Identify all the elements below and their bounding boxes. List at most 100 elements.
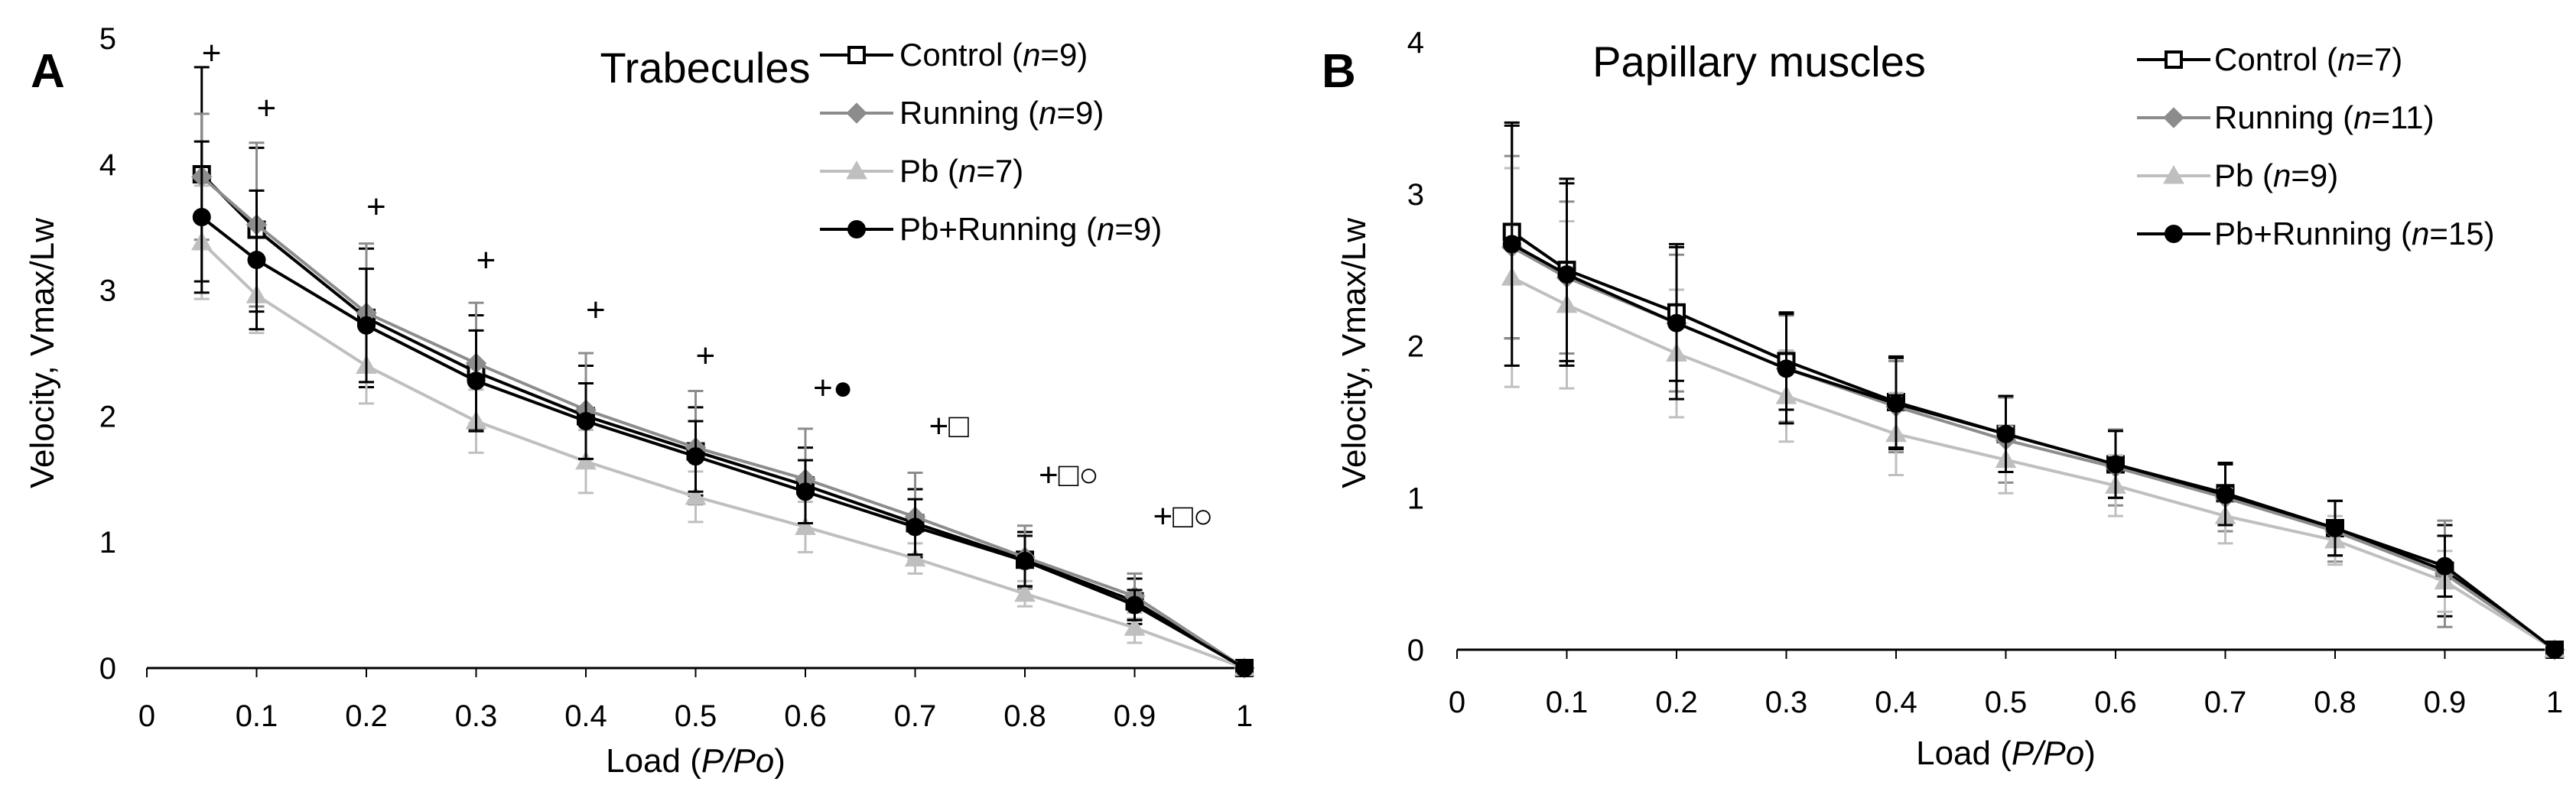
data-point — [2216, 485, 2235, 504]
series-pb-running — [1502, 121, 2564, 659]
legend-n-symbol: n — [1039, 95, 1056, 131]
data-point — [1124, 617, 1146, 636]
data-point — [1014, 582, 1036, 602]
data-point — [796, 482, 815, 501]
data-point — [577, 411, 595, 430]
data-point — [904, 547, 926, 567]
series-line — [200, 173, 1246, 670]
legend-n-value: =9) — [2291, 157, 2338, 193]
legend-item-pb: Pb (n=9) — [2137, 157, 2338, 193]
x-tick-label: 1 — [2546, 686, 2563, 719]
x-tick-label: 0.6 — [784, 699, 827, 733]
legend-n-symbol: n — [2353, 99, 2371, 135]
x-tick-label: 0.4 — [564, 699, 607, 733]
x-tick-label: 0.5 — [675, 699, 717, 733]
legend-series-name: Pb+Running ( — [2214, 216, 2412, 251]
legend-series-name: Pb ( — [2214, 157, 2273, 193]
legend-marker — [847, 220, 866, 238]
legend: Control (n=7)Running (n=11)Pb (n=9)Pb+Ru… — [2137, 41, 2495, 251]
legend-series-name: Control ( — [899, 37, 1023, 73]
legend-n-value: =7) — [976, 153, 1023, 189]
panel-label: A — [31, 45, 65, 98]
legend-n-value: =9) — [1056, 95, 1104, 131]
legend-marker — [2165, 225, 2183, 243]
series-pb — [190, 184, 1255, 676]
significance-marker: + — [202, 34, 222, 72]
legend-label: Control (n=7) — [2214, 41, 2402, 77]
legend-label: Pb+Running (n=15) — [2214, 216, 2495, 251]
legend-marker — [2163, 164, 2184, 184]
series-control — [1502, 124, 2564, 659]
series-line — [200, 216, 1245, 670]
legend-label: Pb (n=7) — [899, 153, 1023, 189]
legend-item-pb: Pb (n=7) — [820, 153, 1023, 189]
x-tick-label: 0 — [1449, 686, 1465, 719]
x-tick-label: 0.3 — [1765, 686, 1808, 719]
y-axis-label: Velocity, Vmax/Lw — [1335, 218, 1373, 488]
y-tick-label: 5 — [99, 22, 116, 56]
x-tick-label: 0.7 — [894, 699, 937, 733]
legend-n-value: =9) — [1114, 211, 1162, 247]
data-point — [1502, 235, 1521, 254]
x-tick-label: 0.9 — [2424, 686, 2467, 719]
legend-label: Control (n=9) — [899, 37, 1088, 73]
legend-item-control: Control (n=7) — [2137, 41, 2402, 77]
data-point — [357, 316, 376, 335]
legend: Control (n=9)Running (n=9)Pb (n=7)Pb+Run… — [820, 37, 1162, 247]
x-axis-label-part: ) — [2084, 735, 2096, 772]
significance-marker: +□ — [929, 407, 970, 445]
y-tick-label: 4 — [99, 148, 116, 182]
legend-item-control: Control (n=9) — [820, 37, 1088, 73]
chart-title: Trabecules — [600, 44, 811, 92]
legend-n-value: =9) — [1040, 37, 1088, 73]
x-tick-label: 1 — [1236, 699, 1253, 733]
series-pb-running — [192, 140, 1254, 677]
y-axis-label: Velocity, Vmax/Lw — [24, 218, 61, 488]
x-tick-label: 0.9 — [1114, 699, 1156, 733]
x-tick-label: 0.6 — [2094, 686, 2137, 719]
y-tick-label: 2 — [99, 400, 116, 433]
data-point — [906, 517, 925, 537]
legend-item-running: Running (n=11) — [2137, 99, 2435, 135]
y-tick-label: 0 — [1407, 634, 1424, 667]
panel-a-trabecules: A Trabecules 0 0.1 0.2 0.3 0.4 0.5 0.6 0.7 0.8 0.9 1… — [24, 22, 1255, 780]
x-axis-label-part: P/Po — [2012, 735, 2084, 772]
legend-series-name: Pb+Running ( — [899, 211, 1097, 247]
x-tick-label: 0.1 — [1546, 686, 1589, 719]
legend-n-symbol: n — [1023, 37, 1040, 73]
legend-n-symbol: n — [2273, 157, 2291, 193]
legend-item-pb-running: Pb+Running (n=9) — [820, 211, 1162, 247]
x-tick-label: 0.4 — [1875, 686, 1917, 719]
y-tick-label: 2 — [1407, 330, 1424, 364]
legend-item-pb-running: Pb+Running (n=15) — [2137, 216, 2495, 251]
legend-n-symbol: n — [958, 153, 976, 189]
data-point — [1996, 424, 2015, 443]
significance-marker: +□○ — [1039, 456, 1099, 494]
chart-title: Papillary muscles — [1592, 37, 1926, 86]
data-point — [192, 208, 211, 227]
x-tick-label: 0.7 — [2204, 686, 2247, 719]
x-tick-label: 0.3 — [455, 699, 498, 733]
legend-series-name: Control ( — [2214, 41, 2337, 77]
data-point — [795, 516, 816, 535]
legend-marker — [846, 102, 867, 124]
legend-n-symbol: n — [2337, 41, 2355, 77]
legend-n-symbol: n — [2412, 216, 2429, 251]
data-point — [2326, 519, 2344, 537]
x-axis-label-part: Load ( — [1916, 735, 2012, 772]
legend-marker — [2165, 50, 2183, 69]
x-axis-label-part: Load ( — [606, 742, 701, 780]
legend-series-name: Running ( — [899, 95, 1039, 131]
legend-label: Running (n=9) — [899, 95, 1104, 131]
significance-marker: + — [586, 291, 606, 329]
data-point — [1235, 659, 1254, 677]
data-point — [1557, 265, 1576, 284]
legend-marker — [2163, 107, 2184, 128]
legend-marker — [847, 46, 866, 64]
legend-n-value: =11) — [2371, 99, 2434, 135]
x-tick-label: 0.1 — [236, 699, 278, 733]
x-axis-label-part: ) — [774, 742, 785, 780]
data-point — [1667, 313, 1686, 332]
legend-series-name: Pb ( — [899, 153, 958, 189]
data-point — [1887, 394, 1905, 414]
